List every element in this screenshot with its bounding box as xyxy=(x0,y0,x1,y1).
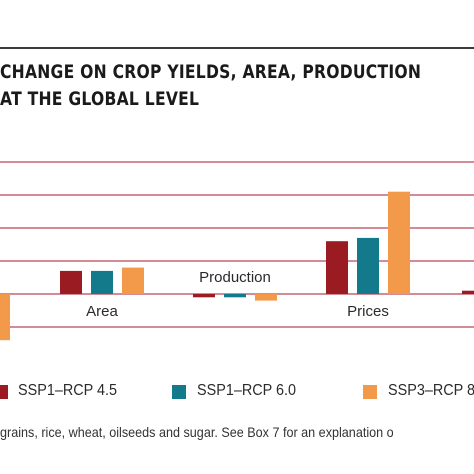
bar-production-ssp3-rcp xyxy=(255,294,277,301)
legend-swatch-ssp1-rcp60 xyxy=(172,385,186,399)
bar-area-ssp3-rcp xyxy=(122,267,144,294)
category-label-prices: Prices xyxy=(347,303,389,320)
legend-swatch-ssp3-rcp xyxy=(363,385,377,399)
legend-swatch-ssp1-rcp45 xyxy=(0,385,8,399)
footnote: grains, rice, wheat, oilseeds and sugar.… xyxy=(0,424,394,440)
legend-label-ssp1-rcp45: SSP1–RCP 4.5 xyxy=(18,382,117,399)
category-label-area: Area xyxy=(86,303,118,320)
top-rule xyxy=(0,47,474,49)
bar-prices-ssp1-rcp45 xyxy=(326,241,348,294)
legend-label-ssp3-rcp: SSP3–RCP 8 xyxy=(388,382,474,399)
legend-label-ssp1-rcp60: SSP1–RCP 6.0 xyxy=(197,382,296,399)
bar-cropped-right xyxy=(462,290,474,294)
bar-cropped-left xyxy=(0,294,10,341)
bar-area-ssp1-rcp45 xyxy=(60,270,82,294)
bar-prices-ssp3-rcp xyxy=(388,191,410,294)
bar-area-ssp1-rcp60 xyxy=(91,270,113,294)
chart-title-line-2: AT THE GLOBAL LEVEL xyxy=(0,88,200,110)
bar-production-ssp1-rcp60 xyxy=(224,294,246,298)
bar-production-ssp1-rcp45 xyxy=(193,294,215,298)
chart-title-line-1: CHANGE ON CROP YIELDS, AREA, PRODUCTION xyxy=(0,61,422,83)
bar-prices-ssp1-rcp60 xyxy=(357,237,379,294)
legend: SSP1–RCP 4.5 SSP1–RCP 6.0 SSP3–RCP 8 xyxy=(0,381,474,405)
category-label-production: Production xyxy=(199,269,271,286)
